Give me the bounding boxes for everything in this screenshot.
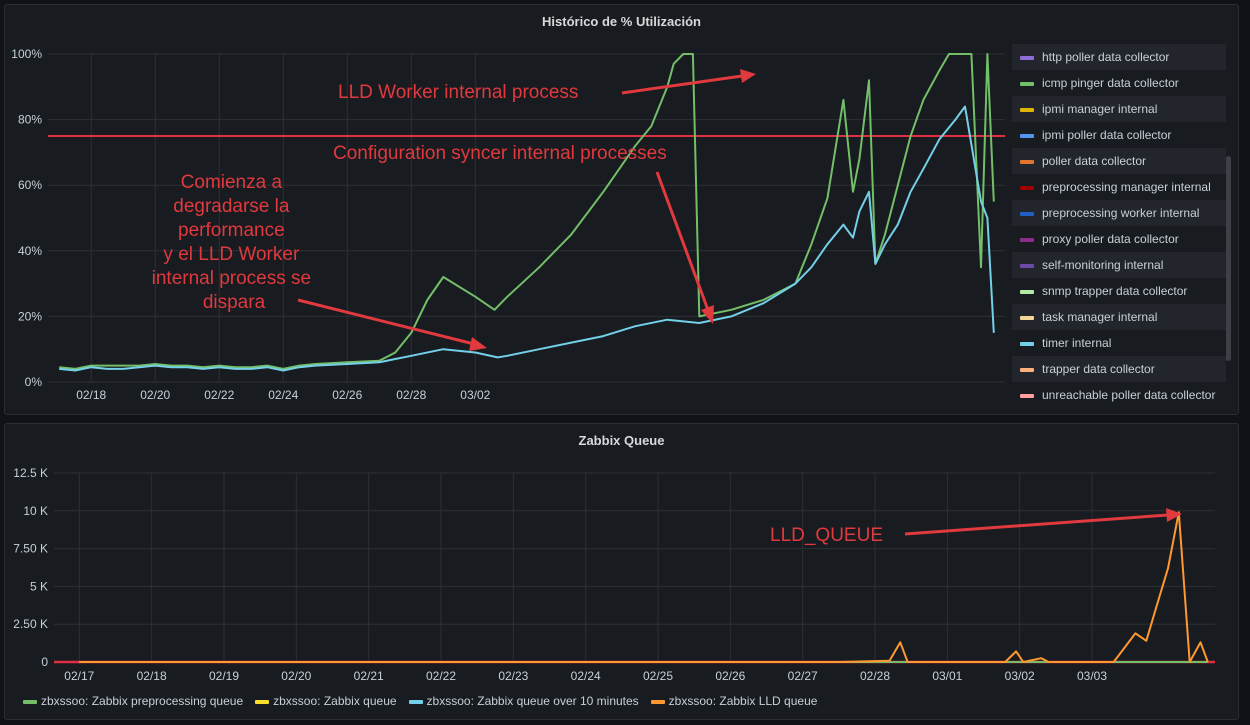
legend-label: zbxssoo: Zabbix queue over 10 minutes [426, 694, 639, 708]
legend-label: icmp pinger data collector [1042, 76, 1179, 90]
legend-swatch [1020, 186, 1034, 190]
annotation-degrade-line-5: internal process se [152, 268, 311, 289]
legend-swatch [1020, 212, 1034, 216]
legend-swatch [23, 700, 37, 704]
legend-item[interactable]: poller data collector [1012, 148, 1226, 174]
legend-item[interactable]: zbxssoo: Zabbix queue [251, 694, 397, 708]
queue-panel: Zabbix Queue zbxssoo: Zabbix preprocessi… [4, 423, 1239, 720]
legend-swatch [1020, 160, 1034, 164]
legend-swatch [1020, 368, 1034, 372]
legend-label: http poller data collector [1042, 50, 1170, 64]
queue-legend: zbxssoo: Zabbix preprocessing queue zbxss… [19, 694, 1228, 712]
x-tick-label: 02/26 [332, 388, 362, 402]
annotation-config-syncer: Configuration syncer internal processes [333, 143, 667, 164]
x-tick-label: 02/28 [396, 388, 426, 402]
legend-swatch [1020, 82, 1034, 86]
y-tick-label: 0% [25, 375, 43, 389]
x-tick-label: 02/22 [204, 388, 234, 402]
x-tick-label: 02/20 [140, 388, 170, 402]
legend-swatch [1020, 56, 1034, 60]
legend-item[interactable]: zbxssoo: Zabbix LLD queue [647, 694, 818, 708]
annotation-degrade-line-4: y el LLD Worker [163, 244, 300, 265]
y-tick-label: 80% [18, 113, 42, 127]
legend-item[interactable]: preprocessing worker internal [1012, 200, 1226, 226]
legend-item[interactable]: ipmi manager internal [1012, 96, 1226, 122]
legend-label: preprocessing worker internal [1042, 206, 1200, 220]
legend-label: task manager internal [1042, 310, 1158, 324]
x-tick-label: 02/18 [76, 388, 106, 402]
y-tick-label: 20% [18, 309, 42, 323]
utilization-panel-title: Histórico de % Utilización [542, 14, 701, 29]
series-line [59, 53, 995, 370]
utilization-grid [48, 53, 1005, 383]
series-line [59, 105, 995, 372]
annotation-degrade-line-2: degradarse la [173, 196, 290, 217]
y-tick-label: 40% [18, 244, 42, 258]
legend-swatch [1020, 238, 1034, 242]
legend-label: self-monitoring internal [1042, 258, 1164, 272]
legend-swatch [1020, 342, 1034, 346]
x-tick-label: 02/24 [268, 388, 298, 402]
legend-swatch [1020, 290, 1034, 294]
utilization-chart: 0%20%40%60%80%100% 02/18 02/20 02/22 02/24 0… [11, 47, 1005, 402]
legend-label: zbxssoo: Zabbix queue [273, 694, 397, 708]
legend-item[interactable]: trapper data collector [1012, 356, 1226, 382]
legend-label: snmp trapper data collector [1042, 284, 1188, 298]
legend-label: unreachable poller data collector [1042, 388, 1216, 402]
legend-label: proxy poller data collector [1042, 232, 1179, 246]
utilization-annotations: LLD Worker internal process Configuratio… [152, 69, 756, 351]
legend-item[interactable]: unreachable poller data collector [1012, 382, 1226, 408]
utilization-y-axis: 0% 20% 40% 60% 80% 100% [11, 47, 42, 389]
legend-item[interactable]: task manager internal [1012, 304, 1226, 330]
utilization-series [59, 53, 995, 372]
legend-swatch [650, 700, 665, 704]
y-tick-label: 60% [18, 178, 42, 192]
y-tick-label: 100% [11, 47, 42, 61]
legend-swatch [255, 700, 270, 704]
legend-swatch [1020, 394, 1034, 398]
legend-item[interactable]: proxy poller data collector [1012, 226, 1226, 252]
legend-swatch [1020, 316, 1034, 320]
legend-item[interactable]: preprocessing manager internal [1012, 174, 1226, 200]
legend-label: ipmi poller data collector [1042, 128, 1172, 142]
annotation-arrows [297, 69, 756, 351]
legend-item[interactable]: zbxssoo: Zabbix preprocessing queue [19, 694, 243, 708]
legend-swatch [1020, 108, 1034, 112]
x-tick-label: 03/02 [460, 388, 490, 402]
legend-label: zbxssoo: Zabbix LLD queue [668, 694, 818, 708]
annotation-degrade-line-3: performance [178, 220, 285, 241]
annotation-degrade-line-1: Comienza a [181, 172, 283, 193]
utilization-x-axis: 02/18 02/20 02/22 02/24 02/26 02/28 03/02 [76, 388, 490, 402]
legend-swatch [408, 700, 423, 704]
legend-label: zbxssoo: Zabbix preprocessing queue [41, 694, 244, 708]
legend-label: poller data collector [1042, 154, 1147, 168]
utilization-legend: http poller data collector icmp pinger da… [1012, 44, 1226, 408]
legend-item[interactable]: ipmi poller data collector [1012, 122, 1226, 148]
annotation-degrade: Comienza a degradarse la performance y e… [152, 172, 317, 313]
legend-swatch [1020, 134, 1034, 138]
legend-item[interactable]: self-monitoring internal [1012, 252, 1226, 278]
legend-item[interactable]: icmp pinger data collector [1012, 70, 1226, 96]
legend-item[interactable]: zbxssoo: Zabbix queue over 10 minutes [405, 694, 639, 708]
legend-label: ipmi manager internal [1042, 102, 1158, 116]
queue-panel-title: Zabbix Queue [578, 433, 665, 448]
legend-item[interactable]: snmp trapper data collector [1012, 278, 1226, 304]
legend-label: timer internal [1042, 336, 1112, 350]
legend-item[interactable]: timer internal [1012, 330, 1226, 356]
annotation-degrade-line-6: dispara [203, 292, 266, 313]
annotation-lld-worker: LLD Worker internal process [338, 82, 578, 103]
legend-scrollbar[interactable] [1226, 156, 1231, 361]
legend-label: trapper data collector [1042, 362, 1155, 376]
legend-item[interactable]: http poller data collector [1012, 44, 1226, 70]
legend-label: preprocessing manager internal [1042, 180, 1211, 194]
legend-swatch [1020, 264, 1034, 268]
